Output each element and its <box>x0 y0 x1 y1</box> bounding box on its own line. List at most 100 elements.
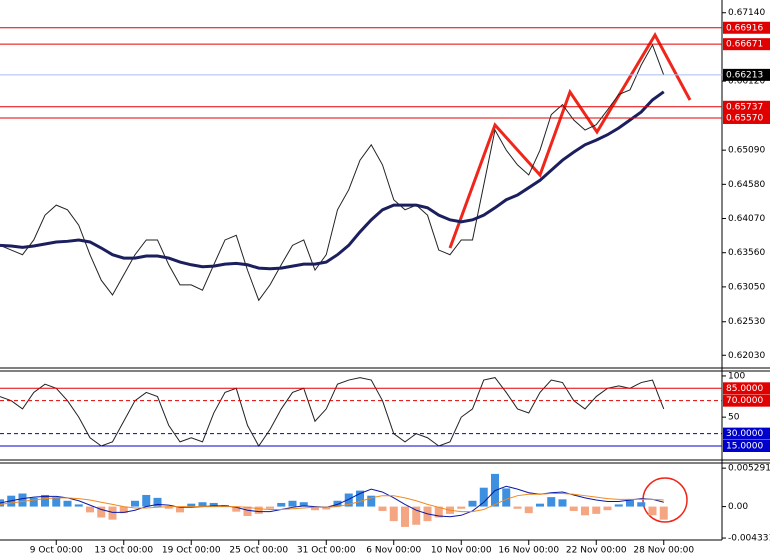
level-label: 70.0000 <box>726 396 763 406</box>
histogram-bar <box>322 506 331 510</box>
level-label: 30.0000 <box>726 429 763 439</box>
histogram-bar <box>367 495 376 507</box>
histogram-bar <box>333 500 342 507</box>
histogram-bar <box>119 506 128 514</box>
histogram-bar <box>41 494 49 507</box>
histogram-bar <box>288 500 297 507</box>
y-tick-label: 0.64580 <box>728 180 765 190</box>
histogram-bar <box>277 502 286 507</box>
histogram-bar <box>266 506 274 509</box>
y-tick-label: 0.62530 <box>728 317 765 327</box>
histogram-bar <box>614 504 623 507</box>
y-tick-label: 0.63050 <box>728 282 765 292</box>
histogram-bar <box>457 506 466 509</box>
y-tick-label: 0.64070 <box>728 214 765 224</box>
x-tick-label: 9 Oct 00:00 <box>30 546 83 556</box>
y-tick-label: 0.0052915 <box>728 464 770 474</box>
y-tick-label: 100 <box>728 371 745 381</box>
level-label: 15.0000 <box>726 441 763 451</box>
x-tick-label: 31 Oct 00:00 <box>297 546 356 556</box>
histogram-bar <box>74 504 83 507</box>
histogram-bar <box>558 499 567 507</box>
histogram-bar <box>299 502 308 507</box>
histogram-bar <box>311 506 319 511</box>
x-tick-label: 16 Nov 00:00 <box>498 546 559 556</box>
level-label: 85.0000 <box>726 384 763 394</box>
histogram-bar <box>18 493 27 507</box>
histogram-bar <box>29 497 38 507</box>
x-tick-label: 22 Nov 00:00 <box>566 546 627 556</box>
histogram-bar <box>513 506 522 509</box>
histogram-bar <box>131 500 139 507</box>
histogram-bar <box>153 497 162 507</box>
level-label-box <box>723 111 770 124</box>
x-tick-label: 25 Oct 00:00 <box>229 546 288 556</box>
histogram-bar <box>176 506 184 513</box>
histogram-bar <box>502 488 511 507</box>
x-tick-label: 19 Oct 00:00 <box>162 546 221 556</box>
y-tick-label: 0.66120 <box>728 77 765 87</box>
level-label-box <box>723 21 770 34</box>
x-tick-label: 28 Nov 00:00 <box>633 546 694 556</box>
histogram-bar <box>108 506 117 520</box>
x-tick-label: 6 Nov 00:00 <box>366 546 421 556</box>
histogram-bar <box>592 506 601 514</box>
y-tick-label: -0.0043315 <box>728 534 770 544</box>
histogram-bar <box>479 487 488 507</box>
y-tick-label: 0.67140 <box>728 8 765 18</box>
level-label-box <box>723 100 770 113</box>
histogram-bar <box>86 506 94 513</box>
y-tick-label: 0.00 <box>728 502 748 512</box>
level-label: 0.66916 <box>726 23 763 33</box>
histogram-bar <box>603 506 612 511</box>
y-tick-label: 0.65090 <box>728 146 765 156</box>
level-label-box <box>723 394 770 407</box>
histogram-bar <box>389 506 398 522</box>
histogram-bar <box>401 506 409 527</box>
level-label-box <box>723 382 770 395</box>
series-line <box>0 90 665 271</box>
highlight-circle <box>642 477 688 523</box>
level-label-box <box>723 68 770 81</box>
level-label-box <box>723 38 770 51</box>
histogram-bar <box>637 502 646 507</box>
histogram-bar <box>254 506 263 514</box>
histogram-bar <box>52 497 61 507</box>
histogram-bar <box>142 494 151 507</box>
level-label: 0.66213 <box>726 70 763 80</box>
histogram-bar <box>648 506 657 516</box>
histogram-bar <box>434 506 443 518</box>
histogram-bar <box>378 506 387 511</box>
series-line <box>0 493 664 513</box>
level-label: 0.65570 <box>726 113 763 123</box>
annotations <box>448 31 692 523</box>
histogram-bar <box>547 497 556 507</box>
histogram-bar <box>164 506 173 509</box>
histogram-bar <box>232 506 241 512</box>
histogram-bar <box>468 500 477 507</box>
level-label: 0.65737 <box>726 102 763 112</box>
histogram-bar <box>581 506 589 516</box>
histogram-bar <box>659 506 668 520</box>
x-tick-label: 13 Oct 00:00 <box>94 546 153 556</box>
level-label: 0.66671 <box>726 40 763 50</box>
x-tick-label: 10 Nov 00:00 <box>431 546 492 556</box>
series-line <box>0 485 664 518</box>
histogram-bar <box>356 490 364 507</box>
histogram-bar <box>209 502 218 507</box>
histogram-bar <box>344 493 353 507</box>
histogram-bar <box>536 503 544 507</box>
level-label-box <box>723 439 770 452</box>
y-tick-label: 0.62030 <box>728 351 765 361</box>
histogram-bar <box>569 506 578 511</box>
histogram-bar <box>626 500 634 507</box>
level-label-box <box>723 427 770 440</box>
trend-arrows <box>448 31 692 249</box>
histogram-bar <box>97 506 106 518</box>
histogram-bar <box>243 506 252 517</box>
series-line <box>0 377 665 447</box>
histogram-bar <box>63 500 72 507</box>
series-line <box>0 43 665 302</box>
